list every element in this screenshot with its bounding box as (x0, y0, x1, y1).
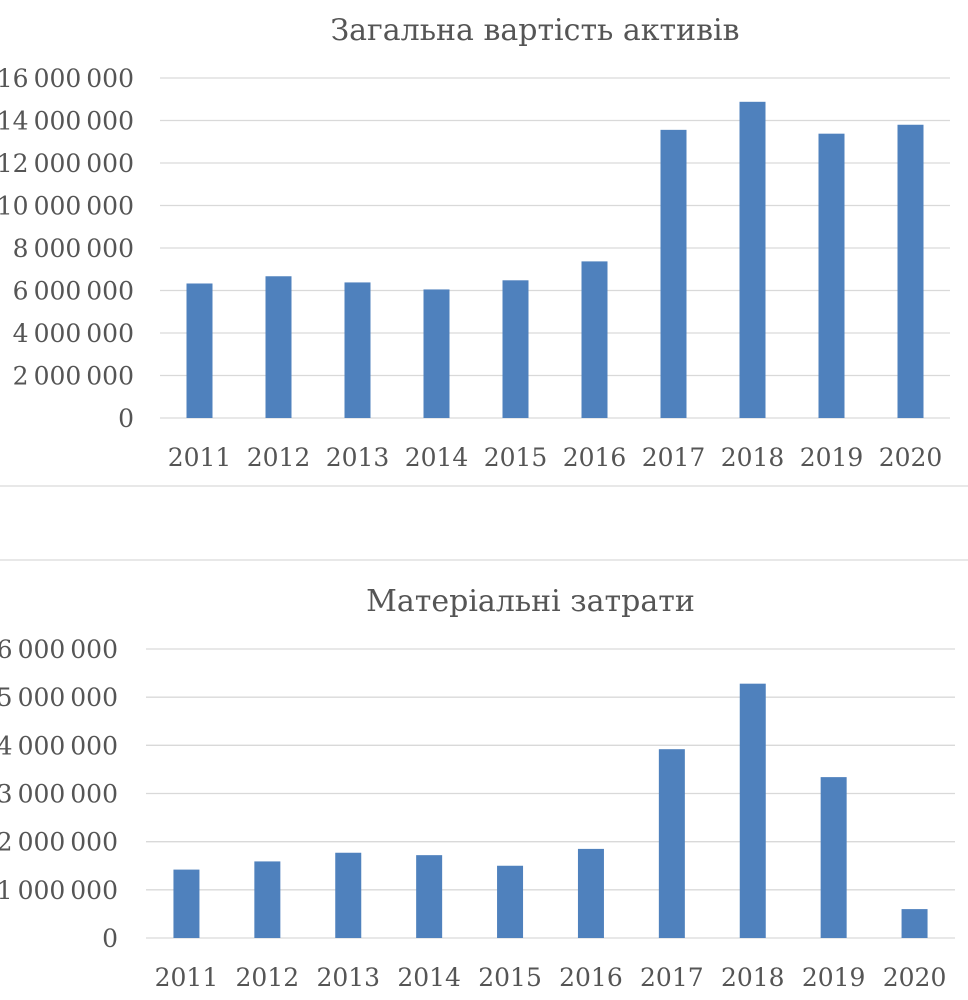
x-tick-label: 2015 (484, 443, 548, 472)
y-tick-label: 6 000 000 (13, 277, 134, 306)
bar-2016 (581, 261, 608, 418)
bar-2016 (577, 848, 604, 938)
bar-2015 (502, 280, 529, 418)
bar-2018 (739, 683, 766, 938)
bar-2020 (901, 909, 928, 938)
x-tick-label: 2014 (405, 443, 469, 472)
x-tick-label: 2015 (478, 963, 542, 992)
bar-2012 (254, 861, 281, 938)
bar-2019 (818, 133, 845, 419)
x-tick-label: 2013 (316, 963, 380, 992)
y-tick-label: 5 000 000 (0, 683, 118, 712)
bar-2019 (820, 777, 847, 938)
x-tick-label: 2012 (247, 443, 311, 472)
bar-2011 (173, 869, 200, 938)
chart-2: Матеріальні затрати 0 1 000 000 2 000 000 3 … (0, 584, 955, 992)
y-tick-label: 0 (118, 404, 134, 433)
y-tick-label: 4 000 000 (13, 319, 134, 348)
y-tick-label: 10 000 000 (0, 192, 134, 221)
y-tick-label: 8 000 000 (13, 234, 134, 263)
x-tick-label: 2014 (397, 963, 461, 992)
x-tick-label: 2011 (155, 963, 219, 992)
y-tick-label: 1 000 000 (0, 876, 118, 905)
y-tick-label: 16 000 000 (0, 64, 134, 93)
y-tick-label: 12 000 000 (0, 149, 134, 178)
chart-title: Матеріальні затрати (366, 584, 695, 619)
x-tick-label: 2019 (800, 443, 864, 472)
chart-1: Загальна вартість активів 0 2 000 000 4 000… (0, 13, 950, 472)
x-tick-label: 2018 (721, 963, 785, 992)
bar-2014 (416, 855, 443, 938)
y-tick-label: 0 (102, 924, 118, 953)
x-tick-label: 2019 (802, 963, 866, 992)
y-tick-label: 3 000 000 (0, 780, 118, 809)
bar-2012 (265, 276, 292, 418)
x-tick-label: 2016 (563, 443, 627, 472)
x-tick-label: 2020 (883, 963, 947, 992)
bar-2020 (897, 124, 924, 418)
y-tick-label: 6 000 000 (0, 635, 118, 664)
x-tick-label: 2012 (236, 963, 300, 992)
bar-2014 (423, 289, 450, 418)
bar-2018 (739, 101, 766, 419)
bar-2013 (335, 852, 362, 938)
x-tick-label: 2017 (642, 443, 706, 472)
x-tick-label: 2011 (168, 443, 232, 472)
x-tick-label: 2018 (721, 443, 785, 472)
bar-2017 (660, 129, 687, 418)
x-tick-label: 2020 (879, 443, 943, 472)
chart-title: Загальна вартість активів (330, 13, 739, 48)
bar-2011 (186, 283, 213, 418)
x-tick-label: 2013 (326, 443, 390, 472)
y-tick-label: 2 000 000 (0, 828, 118, 857)
y-tick-label: 4 000 000 (0, 731, 118, 760)
y-tick-label: 2 000 000 (13, 362, 134, 391)
x-tick-label: 2016 (559, 963, 623, 992)
x-tick-label: 2017 (640, 963, 704, 992)
y-tick-label: 14 000 000 (0, 107, 134, 136)
bar-2013 (344, 282, 371, 418)
bar-2015 (497, 865, 524, 938)
bar-2017 (658, 749, 685, 938)
